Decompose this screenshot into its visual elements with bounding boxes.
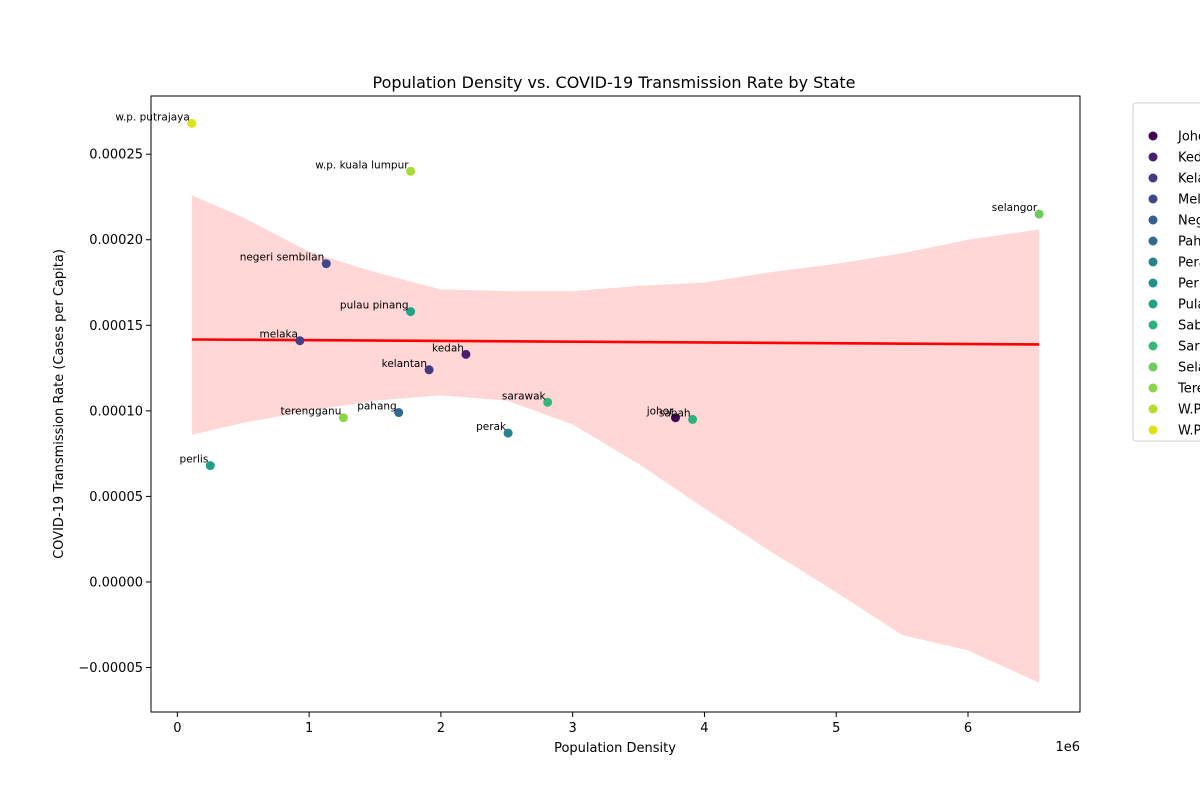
x-tick-label: 5 bbox=[832, 721, 840, 736]
legend-label: Negeri Sembilan bbox=[1178, 214, 1200, 229]
point-label: selangor bbox=[992, 202, 1038, 214]
legend-frame bbox=[1132, 102, 1200, 442]
data-point bbox=[187, 118, 197, 128]
legend-label: Terengganu bbox=[1177, 382, 1200, 397]
y-axis-title: COVID-19 Transmission Rate (Cases per Ca… bbox=[52, 249, 67, 559]
x-axis-title: Population Density bbox=[554, 741, 676, 756]
data-point bbox=[503, 428, 513, 438]
y-tick-label: 0.00020 bbox=[89, 233, 143, 248]
point-label: kedah bbox=[432, 342, 464, 354]
legend-label: Sabah bbox=[1178, 319, 1200, 334]
data-point bbox=[543, 397, 553, 407]
x-tick-label: 1 bbox=[305, 721, 313, 736]
point-labels-layer: w.p. putrajaya w.p. kuala lumpur selangor n… bbox=[115, 111, 1037, 465]
data-point bbox=[1034, 209, 1044, 219]
regression-line bbox=[191, 338, 1040, 346]
data-point bbox=[394, 408, 404, 418]
legend-marker bbox=[1148, 299, 1158, 309]
data-point bbox=[424, 365, 434, 375]
point-label: pulau pinang bbox=[340, 300, 409, 312]
confidence-band bbox=[191, 195, 1040, 683]
data-point bbox=[670, 413, 680, 423]
point-label: terengganu bbox=[281, 406, 342, 418]
legend-marker bbox=[1148, 131, 1158, 141]
point-label: negeri sembilan bbox=[240, 252, 325, 264]
legend-marker bbox=[1148, 404, 1158, 414]
data-point bbox=[338, 413, 348, 423]
legend-marker bbox=[1148, 173, 1158, 183]
point-label: w.p. kuala lumpur bbox=[315, 159, 409, 171]
y-tick-label: 0.00000 bbox=[89, 575, 143, 590]
y-tick-label: −0.00005 bbox=[78, 661, 143, 676]
data-point bbox=[406, 307, 416, 317]
x-tick-label: 0 bbox=[173, 721, 181, 736]
point-label: sarawak bbox=[502, 390, 547, 402]
chart-title: Population Density vs. COVID-19 Transmis… bbox=[372, 73, 855, 92]
x-tick-label: 6 bbox=[964, 721, 972, 736]
legend-label: Sarawak bbox=[1178, 340, 1200, 355]
y-tick-label: 0.00010 bbox=[89, 404, 143, 419]
legend-items: Johor Kedah Kelantan Melaka Negeri Sembilan P… bbox=[1148, 130, 1200, 439]
regression-line-layer bbox=[191, 338, 1040, 346]
legend-marker bbox=[1148, 425, 1158, 435]
legend-marker bbox=[1148, 194, 1158, 204]
legend-label: Selangor bbox=[1178, 361, 1200, 376]
legend-label: Melaka bbox=[1178, 193, 1200, 208]
point-label: kelantan bbox=[382, 358, 427, 370]
legend-label: Perlis bbox=[1178, 277, 1200, 292]
legend-marker bbox=[1148, 320, 1158, 330]
legend-marker bbox=[1148, 383, 1158, 393]
legend-label: Pahang bbox=[1178, 235, 1200, 250]
legend-marker bbox=[1148, 362, 1158, 372]
legend-label: Johor bbox=[1177, 130, 1200, 145]
legend: Johor Kedah Kelantan Melaka Negeri Sembilan P… bbox=[1132, 102, 1200, 442]
data-point bbox=[406, 166, 416, 176]
point-label: johor bbox=[646, 406, 674, 418]
point-label: w.p. putrajaya bbox=[115, 111, 190, 123]
data-point bbox=[688, 414, 698, 424]
data-point bbox=[295, 336, 305, 346]
legend-label: Kelantan bbox=[1178, 172, 1200, 187]
x-axis-offset-label: 1e6 bbox=[1055, 740, 1080, 755]
legend-marker bbox=[1148, 236, 1158, 246]
x-axis: 0 1 2 3 4 5 6 bbox=[173, 712, 972, 736]
legend-label: W.P. Kuala Lumpur bbox=[1178, 403, 1200, 418]
data-point bbox=[461, 349, 471, 359]
point-label: perak bbox=[476, 421, 507, 433]
point-label: melaka bbox=[260, 329, 298, 341]
x-tick-label: 4 bbox=[700, 721, 708, 736]
legend-marker bbox=[1148, 215, 1158, 225]
legend-label: Kedah bbox=[1178, 151, 1200, 166]
point-label: perlis bbox=[180, 454, 209, 466]
data-point bbox=[321, 259, 331, 269]
legend-marker bbox=[1148, 341, 1158, 351]
x-tick-label: 3 bbox=[569, 721, 577, 736]
plot-frame bbox=[150, 95, 1081, 713]
legend-marker bbox=[1148, 278, 1158, 288]
point-label: sabah bbox=[659, 407, 691, 419]
x-tick-label: 2 bbox=[437, 721, 445, 736]
legend-label: Perak bbox=[1178, 256, 1200, 271]
confidence-band-layer bbox=[191, 195, 1040, 683]
legend-marker bbox=[1148, 152, 1158, 162]
y-tick-label: 0.00015 bbox=[89, 319, 143, 334]
data-point bbox=[205, 461, 215, 471]
y-axis: −0.00005 0.00000 0.00005 0.00010 0.00015 0.00… bbox=[78, 148, 151, 676]
points-layer bbox=[187, 118, 1044, 471]
legend-label: Pulau Pinang bbox=[1178, 298, 1200, 313]
legend-marker bbox=[1148, 257, 1158, 267]
y-tick-label: 0.00005 bbox=[89, 490, 143, 505]
legend-label: W.P. Putrajaya bbox=[1178, 424, 1200, 439]
y-tick-label: 0.00025 bbox=[89, 148, 143, 163]
point-label: pahang bbox=[357, 401, 397, 413]
